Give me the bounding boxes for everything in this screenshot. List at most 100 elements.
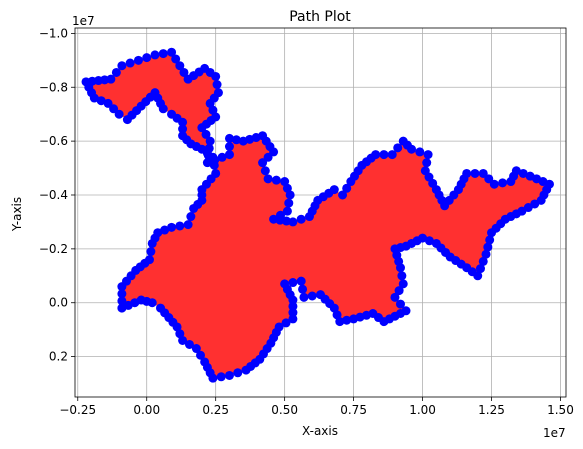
path-marker (332, 310, 342, 320)
path-marker (211, 71, 221, 81)
path-marker (483, 242, 493, 252)
path-marker (196, 350, 206, 360)
x-tick-label: 1.00 (409, 403, 436, 417)
path-marker (498, 178, 508, 188)
path-marker (167, 47, 177, 57)
path-marker (146, 247, 156, 257)
path-marker (117, 61, 127, 71)
path-marker (511, 166, 521, 176)
path-marker (282, 206, 292, 216)
path-marker (224, 150, 234, 160)
path-marker (423, 150, 433, 160)
path-marker (217, 152, 227, 162)
path-marker (142, 53, 152, 63)
path-marker (175, 329, 185, 339)
path-marker (288, 295, 298, 305)
path-marker (379, 150, 389, 160)
path-marker (415, 147, 425, 157)
path-marker (179, 67, 189, 77)
x-tick-label: 0.50 (271, 403, 298, 417)
y-tick-label: −0.6 (39, 134, 68, 148)
path-marker (117, 303, 127, 313)
path-marker (478, 168, 488, 178)
path-marker (371, 150, 381, 160)
y-tick-label: −1.0 (39, 26, 68, 40)
path-marker (150, 50, 160, 60)
path-marker (269, 147, 279, 157)
path-marker (224, 133, 234, 143)
path-marker (175, 61, 185, 71)
path-marker (335, 317, 345, 327)
path-marker (133, 55, 143, 65)
path-marker (183, 220, 193, 230)
path-marker (122, 115, 132, 125)
path-marker (175, 221, 185, 231)
path-marker (114, 109, 124, 119)
x-tick-label: 0.00 (133, 403, 160, 417)
path-marker (397, 271, 407, 281)
path-marker (395, 299, 405, 309)
path-marker (258, 158, 268, 168)
path-marker (398, 279, 408, 289)
path-marker (431, 238, 441, 248)
path-marker (342, 315, 352, 325)
path-marker (160, 225, 170, 235)
path-marker (518, 168, 528, 178)
path-marker (263, 152, 273, 162)
path-marker (106, 74, 116, 84)
path-marker (390, 292, 400, 302)
path-marker (316, 290, 325, 300)
path-marker (288, 217, 298, 227)
path-marker (282, 183, 292, 193)
path-marker (260, 166, 270, 176)
y-axis-ticks: −1.0 −0.8 −0.6 −0.4 −0.2 0.0 0.2 (39, 26, 75, 364)
path-marker (200, 357, 210, 367)
y-axis-offset-label: 1e7 (72, 14, 95, 28)
path-marker (205, 136, 215, 146)
path-marker (395, 263, 405, 273)
path-marker (424, 236, 434, 246)
y-axis-label: Y-axis (10, 197, 24, 232)
path-marker (156, 303, 166, 313)
path-marker (171, 54, 181, 64)
path-marker (342, 183, 352, 193)
path-marker (158, 49, 168, 59)
path-marker (167, 222, 177, 232)
path-marker (329, 185, 339, 195)
path-marker (178, 124, 188, 134)
path-marker (475, 264, 485, 274)
path-marker (231, 135, 241, 145)
y-tick-label: 0.2 (49, 350, 68, 364)
path-marker (178, 131, 188, 141)
path-marker (211, 168, 221, 178)
path-marker (117, 296, 127, 306)
path-marker (285, 190, 295, 200)
path-marker (422, 158, 432, 168)
path-marker (202, 158, 212, 168)
path-marker (298, 284, 308, 294)
x-axis-ticks: −0.25 0.00 0.25 0.50 0.75 1.00 1.25 1.50 (59, 397, 574, 417)
path-marker (117, 289, 127, 299)
path-marker (387, 150, 397, 160)
path-marker (201, 129, 211, 139)
path-marker (263, 174, 273, 184)
y-tick-label: −0.2 (39, 242, 68, 256)
path-marker (296, 214, 306, 224)
marker-layer (81, 47, 554, 383)
path-marker (284, 198, 294, 208)
y-tick-label: −0.4 (39, 188, 68, 202)
path-marker (478, 256, 488, 266)
path-marker (299, 292, 309, 302)
path-marker (224, 370, 234, 380)
path-marker (393, 143, 403, 153)
y-tick-label: 0.0 (49, 296, 68, 310)
path-marker (288, 301, 298, 311)
x-tick-label: 0.75 (340, 403, 367, 417)
path-marker (111, 67, 121, 77)
path-marker (125, 58, 135, 68)
path-marker (186, 212, 196, 222)
path-marker (96, 96, 106, 106)
path-marker (167, 109, 177, 119)
path-marker (288, 314, 298, 324)
path-marker (184, 339, 194, 349)
